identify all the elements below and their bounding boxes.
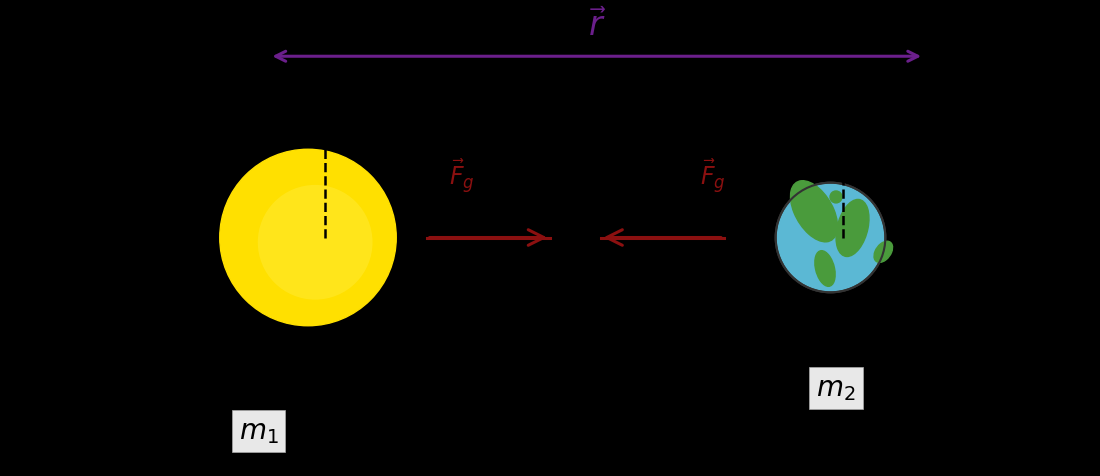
Ellipse shape <box>836 200 869 257</box>
Text: $\vec{F}_g$: $\vec{F}_g$ <box>700 157 726 195</box>
Ellipse shape <box>874 242 892 263</box>
Ellipse shape <box>257 186 373 300</box>
Text: $m_1$: $m_1$ <box>239 417 278 445</box>
Text: $\vec{F}_g$: $\vec{F}_g$ <box>449 157 475 195</box>
Ellipse shape <box>791 181 837 242</box>
Ellipse shape <box>776 183 886 293</box>
Ellipse shape <box>815 251 835 287</box>
Ellipse shape <box>830 192 842 204</box>
Text: $m_2$: $m_2$ <box>816 374 856 402</box>
Ellipse shape <box>220 150 396 326</box>
Text: $\vec{r}$: $\vec{r}$ <box>588 10 606 43</box>
